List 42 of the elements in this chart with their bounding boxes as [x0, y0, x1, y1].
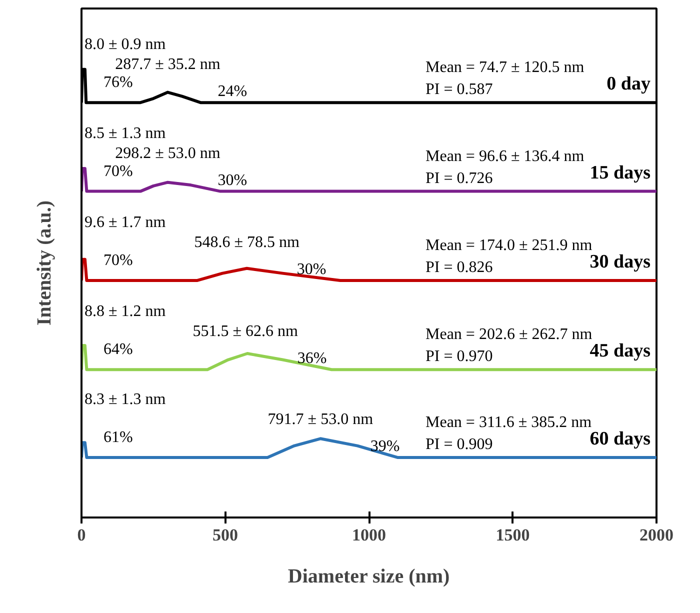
series-label: 45 days [590, 340, 651, 362]
annotation: PI = 0.909 [426, 436, 493, 453]
annotation: 30% [218, 172, 248, 189]
annotation: Mean = 174.0 ± 251.9 nm [426, 236, 593, 254]
annotation: 548.6 ± 78.5 nm [194, 234, 300, 251]
y-axis-title: Intensity (a.u.) [34, 200, 56, 326]
x-axis-title: Diameter size (nm) [288, 566, 450, 588]
text: 8.0 ± 0.9 nm [84, 36, 166, 54]
annotation: 39% [370, 438, 400, 455]
annotation: 36% [297, 350, 327, 368]
annotation: 8.3 ± 1.3 nm [84, 390, 166, 408]
annotation: 70% [104, 252, 133, 269]
annotation: PI = 0.826 [426, 258, 493, 276]
annotation: 791.7 ± 53.0 nm [268, 410, 374, 428]
annotation: 551.5 ± 62.6 nm [192, 323, 299, 340]
annotation: 298.2 ± 53.0 nm [115, 144, 221, 162]
annotation: 64% [104, 341, 133, 358]
annotation: PI = 0.970 [426, 348, 493, 366]
series-label: 15 days [590, 162, 651, 184]
annotation: 30% [296, 260, 326, 278]
annotation: Mean = 74.7 ± 120.5 nm [426, 59, 585, 76]
x-tick-label: 500 [212, 526, 238, 544]
x-tick-label: 2000 [640, 526, 674, 544]
annotation: 24% [218, 83, 248, 100]
annotation: 8.5 ± 1.3 nm [84, 124, 166, 142]
annotation: Mean = 311.6 ± 385.2 nm [426, 414, 592, 431]
annotation: 8.8 ± 1.2 nm [84, 303, 166, 320]
annotation: PI = 0.726 [426, 170, 493, 187]
annotation: 76% [104, 74, 133, 92]
annotation: 287.7 ± 35.2 nm [115, 56, 221, 74]
series-label: 30 days [590, 251, 651, 272]
annotation: 70% [104, 162, 133, 180]
x-tick-label: 0 [77, 526, 86, 544]
annotation: 9.6 ± 1.7 nm [84, 214, 166, 231]
series-label: 0 day [606, 74, 651, 95]
annotation: Mean = 202.6 ± 262.7 nm [426, 326, 593, 344]
x-tick-label: 1000 [352, 526, 386, 544]
x-tick-label: 1500 [496, 526, 530, 544]
series-label: 60 days [590, 428, 651, 450]
annotation: PI = 0.587 [426, 81, 493, 98]
annotation: 61% [104, 428, 133, 446]
annotation: Mean = 96.6 ± 136.4 nm [426, 148, 585, 165]
